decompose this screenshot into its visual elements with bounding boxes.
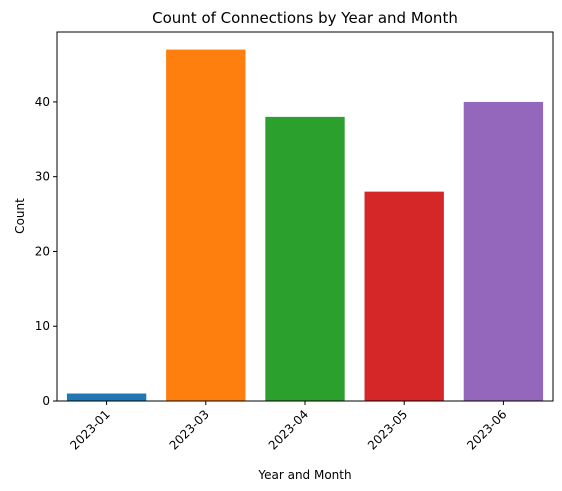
chart-title: Count of Connections by Year and Month [152,9,458,27]
bar-2023-01 [66,393,147,401]
x-tick-label: 2023-03 [167,407,212,452]
bar-2023-04 [265,116,345,401]
bar-2023-03 [166,49,246,401]
bar-2023-06 [463,101,544,401]
x-tick-label: 2023-06 [464,407,509,452]
x-tick-label: 2023-01 [67,407,112,452]
y-tick-label: 30 [35,170,50,184]
x-axis-label: Year and Month [257,468,351,482]
plot-frame [56,31,554,402]
y-tick-label: 40 [35,95,50,109]
bars-layer [66,49,544,401]
y-tick-label: 10 [35,319,50,333]
y-tick-label: 0 [42,394,50,408]
bar-2023-05 [364,191,444,401]
x-tick-label: 2023-05 [365,407,410,452]
y-axis-label: Count [13,198,27,234]
x-tick-label: 2023-04 [266,407,311,452]
y-tick-label: 20 [35,244,50,258]
